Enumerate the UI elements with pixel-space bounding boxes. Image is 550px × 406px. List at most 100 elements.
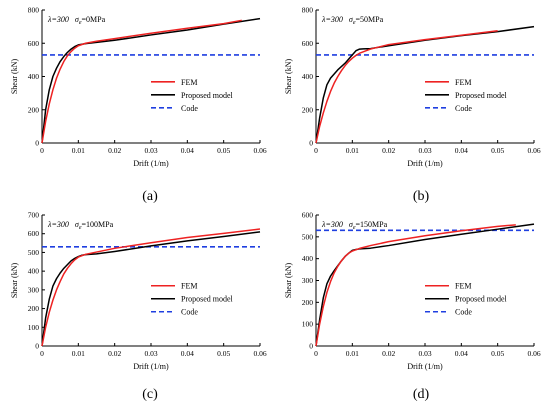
- y-axis-label: Shear (kN): [10, 263, 19, 299]
- panel-label: (b): [413, 189, 430, 204]
- x-tick-label: 0.03: [144, 349, 157, 358]
- annotation-sigma-value: =150MPa: [356, 220, 388, 229]
- y-tick-label: 800: [302, 6, 314, 15]
- y-tick-label: 600: [302, 39, 314, 48]
- panel-label: (a): [142, 189, 158, 204]
- y-tick-label: 100: [28, 323, 40, 332]
- y-tick-label: 200: [302, 298, 314, 307]
- annotation-lambda: λ=300: [47, 220, 69, 229]
- x-tick-label: 0.04: [455, 146, 468, 155]
- legend-label: Code: [181, 104, 198, 113]
- annotation-sigma-value: =50MPa: [356, 15, 384, 24]
- chart-panel-3: 0 0.01 0.02 0.03 0.04 0.05 0.06 0 100 200 300 400 50…: [10, 211, 267, 403]
- y-tick-label: 0: [35, 139, 39, 148]
- annotation-sigma: σ: [349, 15, 354, 24]
- x-tick-label: 0.03: [144, 146, 157, 155]
- y-tick-label: 0: [35, 342, 39, 351]
- legend-label: Code: [455, 104, 472, 113]
- chart-panel-1: 0 0.01 0.02 0.03 0.04 0.05 0.06 0 200 400 600 800 Dr…: [10, 6, 267, 205]
- x-tick-label: 0.01: [72, 146, 85, 155]
- x-tick-label: 0.04: [181, 349, 194, 358]
- legend-label: FEM: [455, 78, 471, 87]
- y-axis-label: Shear (kN): [284, 263, 293, 299]
- annotation-sigma-sub: e: [353, 225, 356, 231]
- y-tick-label: 500: [302, 232, 314, 241]
- x-tick-label: 0.01: [346, 349, 359, 358]
- y-tick-label: 700: [28, 211, 40, 220]
- legend-label: Proposed model: [181, 295, 234, 304]
- x-tick-label: 0: [314, 146, 318, 155]
- y-tick-label: 600: [28, 39, 40, 48]
- annotation-sigma-sub: e: [353, 20, 356, 26]
- y-tick-label: 500: [28, 248, 40, 257]
- legend-label: Proposed model: [181, 91, 234, 100]
- y-tick-label: 800: [28, 6, 40, 15]
- y-axis-label: Shear (kN): [10, 59, 19, 95]
- x-tick-label: 0.06: [527, 349, 540, 358]
- y-axis-label: Shear (kN): [284, 59, 293, 95]
- x-axis-label: Drift (1/m): [133, 159, 169, 168]
- x-tick-label: 0: [40, 349, 44, 358]
- x-tick-label: 0.03: [418, 146, 431, 155]
- y-tick-label: 400: [302, 72, 314, 81]
- x-axis-label: Drift (1/m): [407, 159, 443, 168]
- series-line-fem: [41, 228, 261, 347]
- series-line-fem: [315, 224, 516, 347]
- x-tick-label: 0.05: [217, 349, 230, 358]
- x-tick-label: 0.04: [455, 349, 468, 358]
- chart-panel-4: 0 0.01 0.02 0.03 0.04 0.05 0.06 0 100 200 300 400 50…: [284, 211, 541, 403]
- x-tick-label: 0.03: [418, 349, 431, 358]
- x-tick-label: 0.05: [491, 146, 504, 155]
- annotation-lambda: λ=300: [47, 15, 69, 24]
- x-tick-label: 0: [314, 349, 318, 358]
- annotation-sigma-sub: e: [79, 20, 82, 26]
- x-axis-label: Drift (1/m): [133, 362, 169, 371]
- x-tick-label: 0.04: [181, 146, 194, 155]
- y-tick-label: 300: [302, 276, 314, 285]
- y-tick-label: 300: [28, 285, 40, 294]
- legend-label: FEM: [181, 78, 197, 87]
- y-tick-label: 0: [309, 342, 313, 351]
- y-tick-label: 100: [302, 320, 314, 329]
- x-axis-label: Drift (1/m): [407, 362, 443, 371]
- y-tick-label: 200: [28, 304, 40, 313]
- series-line-proposed-model: [41, 17, 261, 144]
- legend-label: FEM: [455, 282, 471, 291]
- annotation-sigma: σ: [349, 220, 354, 229]
- panel-label: (c): [142, 387, 158, 402]
- x-tick-label: 0.02: [108, 146, 121, 155]
- series-line-proposed-model: [41, 231, 261, 347]
- series-line-fem: [41, 19, 242, 144]
- x-tick-label: 0.05: [217, 146, 230, 155]
- annotation: λ=300 σe=150MPa: [321, 220, 388, 231]
- y-tick-label: 600: [28, 229, 40, 238]
- legend-label: Code: [455, 308, 472, 317]
- annotation-sigma: σ: [75, 15, 80, 24]
- y-tick-label: 600: [302, 211, 314, 220]
- y-tick-label: 400: [28, 267, 40, 276]
- y-tick-label: 400: [302, 254, 314, 263]
- legend-label: Proposed model: [455, 91, 508, 100]
- x-tick-label: 0.06: [253, 146, 266, 155]
- legend-label: Code: [181, 308, 198, 317]
- annotation: λ=300 σe=50MPa: [321, 15, 384, 26]
- annotation-sigma: σ: [75, 220, 80, 229]
- annotation-sigma-sub: e: [79, 225, 82, 231]
- y-tick-label: 0: [309, 139, 313, 148]
- annotation-sigma-value: =100MPa: [82, 220, 114, 229]
- x-tick-label: 0.02: [108, 349, 121, 358]
- annotation-lambda: λ=300: [321, 220, 343, 229]
- x-tick-label: 0.05: [491, 349, 504, 358]
- chart-panel-2: 0 0.01 0.02 0.03 0.04 0.05 0.06 0 200 400 600 800 Dr…: [284, 6, 541, 205]
- x-tick-label: 0.01: [72, 349, 85, 358]
- x-tick-label: 0: [40, 146, 44, 155]
- series-line-fem: [315, 30, 498, 144]
- x-tick-label: 0.02: [382, 349, 395, 358]
- series-line-proposed-model: [315, 25, 535, 144]
- x-tick-label: 0.02: [382, 146, 395, 155]
- legend-label: FEM: [181, 282, 197, 291]
- annotation: λ=300 σe=100MPa: [47, 220, 114, 231]
- x-tick-label: 0.01: [346, 146, 359, 155]
- annotation-lambda: λ=300: [321, 15, 343, 24]
